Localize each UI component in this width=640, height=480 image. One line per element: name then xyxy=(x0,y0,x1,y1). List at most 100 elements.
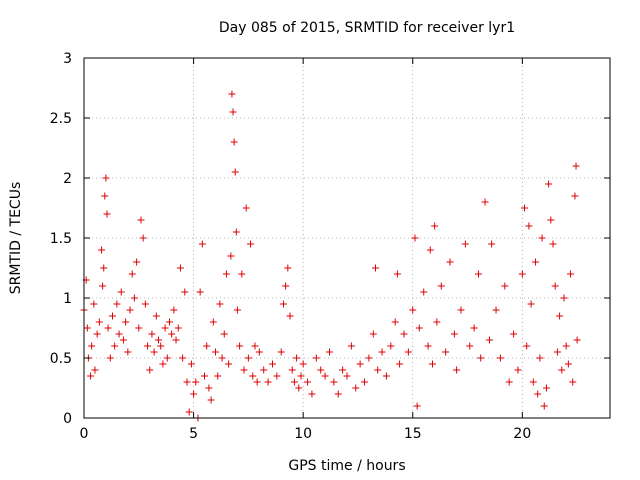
data-point xyxy=(181,288,189,296)
data-point xyxy=(247,240,255,248)
data-point xyxy=(137,216,145,224)
data-point xyxy=(236,342,244,350)
data-point xyxy=(130,294,138,302)
data-point xyxy=(477,354,485,362)
data-point xyxy=(93,330,101,338)
data-point xyxy=(396,360,404,368)
data-point xyxy=(190,390,198,398)
data-point xyxy=(117,288,125,296)
data-point xyxy=(371,264,379,272)
data-point xyxy=(233,306,241,314)
data-point xyxy=(225,360,233,368)
data-point xyxy=(99,282,107,290)
y-tick-label: 1 xyxy=(63,291,72,307)
data-point xyxy=(101,192,109,200)
data-point xyxy=(216,300,224,308)
data-point xyxy=(253,378,261,386)
x-tick-label: 0 xyxy=(80,426,89,442)
data-point xyxy=(317,366,325,374)
data-point xyxy=(174,324,182,332)
data-point xyxy=(558,366,566,374)
data-point xyxy=(88,342,96,350)
data-point xyxy=(382,372,390,380)
data-point xyxy=(470,324,478,332)
data-point xyxy=(220,330,228,338)
data-point xyxy=(547,216,555,224)
data-point xyxy=(205,384,213,392)
ticks-layer: 0 5 10 15 20 0 0.5 1 1.5 2 2.5 3 xyxy=(50,51,610,442)
data-points-layer xyxy=(80,90,581,422)
data-point xyxy=(244,354,252,362)
data-point xyxy=(347,342,355,350)
data-point xyxy=(572,162,580,170)
data-point xyxy=(277,348,285,356)
x-tick-label: 10 xyxy=(294,426,312,442)
data-point xyxy=(437,282,445,290)
chart-title: Day 085 of 2015, SRMTID for receiver lyr… xyxy=(219,20,515,36)
data-point xyxy=(514,366,522,374)
data-point xyxy=(415,324,423,332)
data-point xyxy=(330,378,338,386)
x-tick-label: 20 xyxy=(513,426,531,442)
data-point xyxy=(299,360,307,368)
data-point xyxy=(569,378,577,386)
data-point xyxy=(529,378,537,386)
y-tick-label: 2.5 xyxy=(50,111,72,127)
data-point xyxy=(290,378,298,386)
data-point xyxy=(183,378,191,386)
data-point xyxy=(534,390,542,398)
data-point xyxy=(453,366,461,374)
data-point xyxy=(179,354,187,362)
data-point xyxy=(404,348,412,356)
data-point xyxy=(540,402,548,410)
data-point xyxy=(551,282,559,290)
data-point xyxy=(148,330,156,338)
data-point xyxy=(229,108,237,116)
data-point xyxy=(325,348,333,356)
data-point xyxy=(102,174,110,182)
data-point xyxy=(230,138,238,146)
data-point xyxy=(260,366,268,374)
data-point xyxy=(172,336,180,344)
data-point xyxy=(481,198,489,206)
data-point xyxy=(95,318,103,326)
data-point xyxy=(505,378,513,386)
data-point xyxy=(286,312,294,320)
data-point xyxy=(170,306,178,314)
data-point xyxy=(203,342,211,350)
data-point xyxy=(391,318,399,326)
data-point xyxy=(264,378,272,386)
data-point xyxy=(157,342,165,350)
data-point xyxy=(393,270,401,278)
data-point xyxy=(527,300,535,308)
data-point xyxy=(146,366,154,374)
data-point xyxy=(562,342,570,350)
data-point xyxy=(222,270,230,278)
data-point xyxy=(228,90,236,98)
data-point xyxy=(450,330,458,338)
data-point xyxy=(198,240,206,248)
data-point xyxy=(207,396,215,404)
data-point xyxy=(161,324,169,332)
data-point xyxy=(564,360,572,368)
data-point xyxy=(103,210,111,218)
data-point xyxy=(442,348,450,356)
data-point xyxy=(104,324,112,332)
data-point xyxy=(288,366,296,374)
data-point xyxy=(218,354,226,362)
data-point xyxy=(538,234,546,242)
data-point xyxy=(549,240,557,248)
data-point xyxy=(567,270,575,278)
data-point xyxy=(240,366,248,374)
data-point xyxy=(168,330,176,338)
data-point xyxy=(356,360,364,368)
data-point xyxy=(420,288,428,296)
data-point xyxy=(91,366,99,374)
data-point xyxy=(214,372,222,380)
data-point xyxy=(521,204,529,212)
data-point xyxy=(426,246,434,254)
data-point xyxy=(141,300,149,308)
data-point xyxy=(106,354,114,362)
data-point xyxy=(113,300,121,308)
data-point xyxy=(475,270,482,278)
